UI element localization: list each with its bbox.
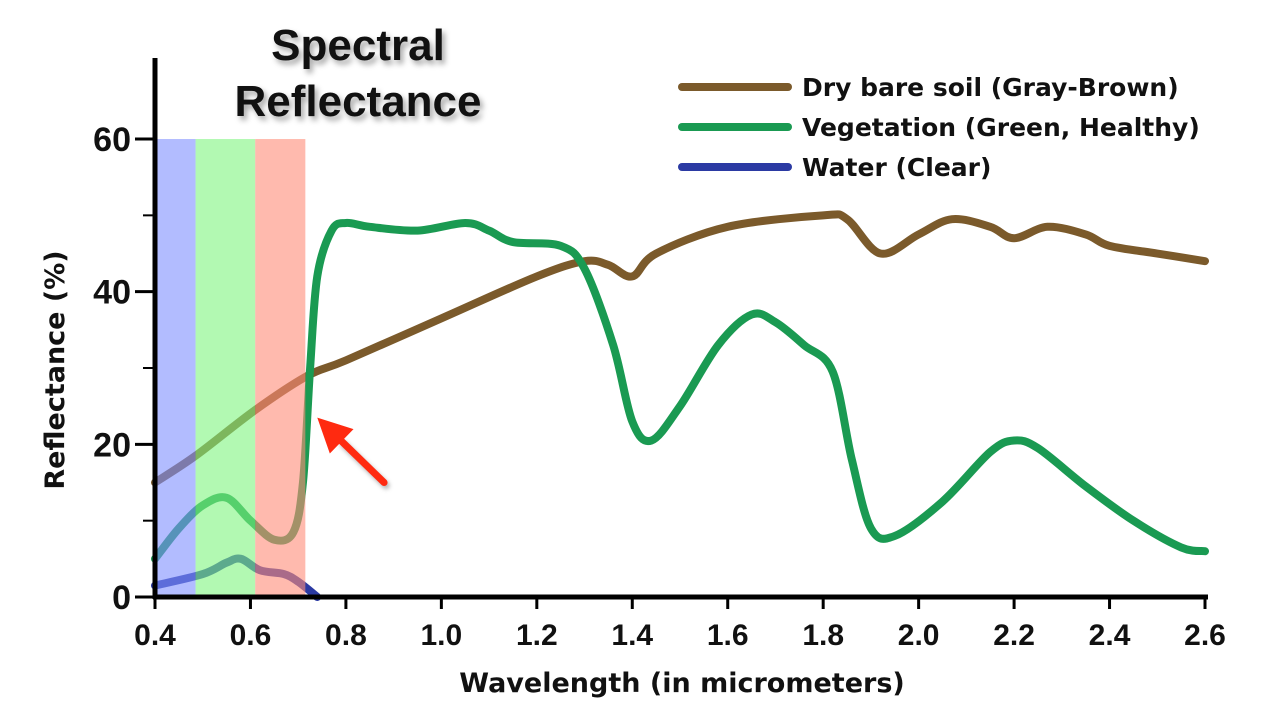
- series-line-soil: [151, 210, 1209, 487]
- x-tick-label: 2.6: [1184, 619, 1226, 652]
- x-tick-label: 1.8: [802, 619, 844, 652]
- x-tick-label: 0.6: [230, 619, 272, 652]
- x-tick-label: 0.4: [134, 619, 176, 652]
- red-band: [255, 139, 306, 597]
- axes: [152, 58, 1208, 600]
- chart-title-line-1: Spectral: [271, 21, 445, 70]
- legend: Dry bare soil (Gray-Brown) Vegetation (Gr…: [678, 73, 1200, 182]
- x-tick-label: 1.2: [516, 619, 558, 652]
- arrow-annotation: [317, 417, 388, 487]
- x-tick-label: 1.0: [421, 619, 463, 652]
- series-line-vegetation: [151, 218, 1209, 563]
- arrow-head: [317, 417, 354, 454]
- green-band: [195, 139, 256, 597]
- x-ticks: 0.4 0.6 0.8 1.0 1.2 1.4 1.6 1.8 2.0 2.2 2.4 2.6: [134, 597, 1226, 652]
- legend-label: Water (Clear): [802, 153, 991, 182]
- x-axis-label: Wavelength (in micrometers): [459, 668, 904, 699]
- chart-title-line-2: Reflectance: [234, 77, 481, 126]
- x-tick-label: 2.2: [993, 619, 1035, 652]
- y-tick-label: 0: [112, 579, 131, 617]
- x-tick-label: 0.8: [325, 619, 367, 652]
- legend-label: Dry bare soil (Gray-Brown): [802, 73, 1179, 102]
- y-tick-label: 40: [93, 274, 131, 312]
- y-tick-label: 60: [93, 121, 131, 159]
- legend-label: Vegetation (Green, Healthy): [802, 113, 1200, 142]
- x-tick-label: 2.0: [898, 619, 940, 652]
- visible-bands: [155, 139, 306, 597]
- x-tick-label: 1.4: [611, 619, 653, 652]
- y-ticks: 0 20 40 60: [93, 121, 155, 617]
- y-tick-label: 20: [93, 426, 131, 464]
- blue-band: [155, 139, 196, 597]
- y-axis-label: Reflectance (%): [40, 250, 71, 489]
- arrow-shaft: [338, 437, 388, 487]
- series-lines: [151, 210, 1209, 601]
- x-tick-label: 2.4: [1089, 619, 1131, 652]
- x-tick-label: 1.6: [707, 619, 749, 652]
